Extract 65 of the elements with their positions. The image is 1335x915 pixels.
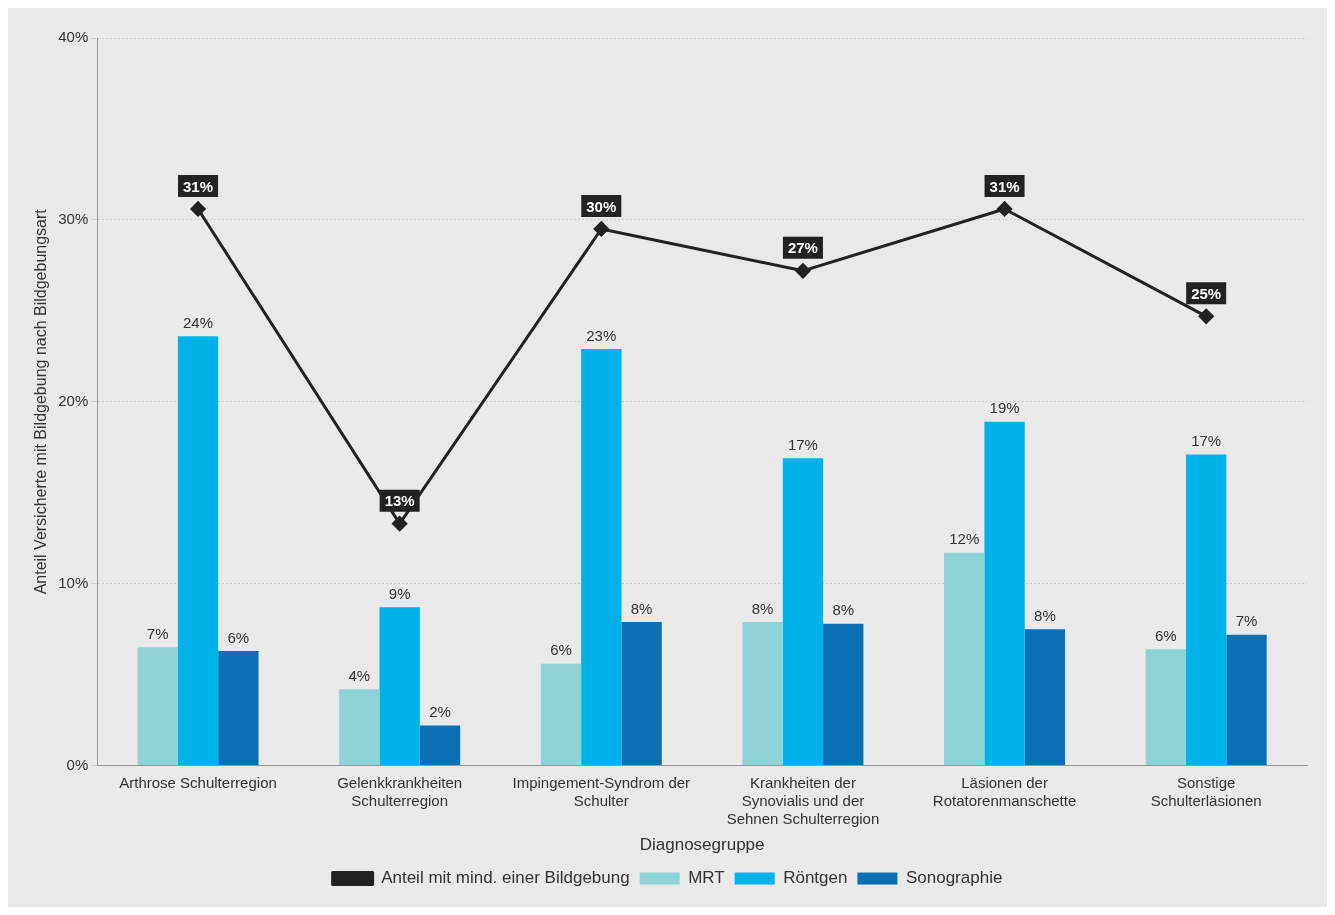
x-tick-label: Gelenkkrankheiten Schulterregion: [337, 773, 463, 809]
bar: [339, 689, 380, 766]
data-label: 23%: [586, 326, 617, 344]
data-label: 17%: [787, 435, 818, 453]
bar: [379, 607, 420, 766]
data-label: 17%: [1191, 432, 1222, 450]
bar: [177, 336, 219, 766]
bar: [621, 621, 662, 766]
x-tick-label: Impingement-Syndrom der Schulter: [512, 773, 691, 809]
x-axis-title: Diagnosegruppe: [639, 835, 765, 855]
data-label: 8%: [751, 599, 774, 617]
y-tick-label: 20%: [58, 391, 89, 409]
data-label: 24%: [183, 313, 214, 331]
bar: [419, 725, 461, 766]
bar: [1186, 454, 1227, 766]
y-tick-label: 10%: [58, 573, 89, 591]
bar: [1145, 649, 1187, 766]
bar: [1226, 634, 1267, 766]
data-label: 25%: [1191, 284, 1222, 302]
bar: [984, 421, 1025, 766]
x-tick-label: Sonstige Schulterläsionen: [1150, 773, 1262, 809]
point: [1198, 308, 1214, 324]
x-tick-label: Krankheiten der Synovialis und der Sehnen Schulterregion: [726, 773, 880, 827]
x-tick-label: Läsionen der Rotatorenmanschette: [932, 773, 1077, 809]
data-label: 6%: [550, 641, 572, 659]
data-label: 9%: [388, 584, 411, 602]
y-tick-label: 30%: [58, 210, 89, 228]
bar: [137, 647, 178, 766]
data-label: 31%: [183, 177, 214, 195]
bar: [742, 621, 783, 766]
legend-label: Anteil mit mind. einer Bildgebung: [381, 868, 630, 888]
legend-label: Röntgen: [783, 868, 848, 888]
x-tick-label: Arthrose Schulterregion: [119, 773, 277, 791]
data-label: 8%: [1034, 606, 1056, 624]
data-label: 6%: [227, 628, 250, 646]
point: [795, 263, 811, 279]
data-label: 2%: [429, 703, 451, 721]
legend-label: MRT: [688, 868, 725, 888]
legend-label: Sonographie: [905, 868, 1003, 888]
data-label: 30%: [586, 197, 617, 215]
data-label: 31%: [989, 177, 1020, 195]
data-label: 7%: [1235, 612, 1258, 630]
point: [392, 516, 408, 532]
data-label: 8%: [832, 601, 855, 619]
point: [593, 221, 609, 237]
data-label: 4%: [348, 666, 371, 684]
y-axis-title: Anteil Versicherte mit Bildgebung nach Bildgebungsart: [32, 208, 50, 595]
bar: [944, 552, 985, 766]
bar: [540, 663, 582, 766]
bar: [218, 651, 259, 766]
bar: [782, 458, 824, 766]
bar: [581, 349, 622, 766]
bar: [823, 623, 864, 766]
data-label: 19%: [989, 399, 1020, 417]
data-label: 27%: [787, 239, 818, 257]
data-label: 8%: [630, 599, 653, 617]
data-label: 7%: [146, 625, 169, 643]
data-label: 12%: [949, 530, 980, 548]
y-tick-label: 0%: [66, 755, 89, 773]
bar: [1024, 629, 1066, 766]
data-label: 6%: [1155, 626, 1177, 644]
y-tick-label: 40%: [58, 28, 89, 46]
point: [190, 201, 206, 217]
point: [997, 201, 1013, 217]
data-label: 13%: [384, 492, 415, 510]
